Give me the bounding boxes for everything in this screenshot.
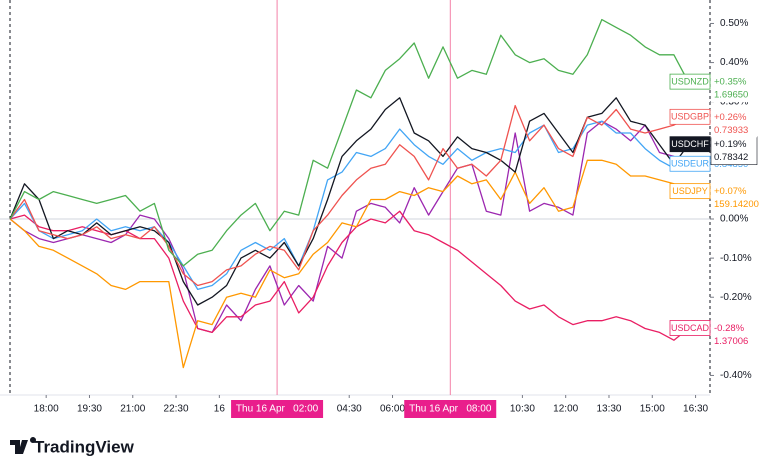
y-tick-label: -0.40% — [720, 370, 752, 381]
tag-change: -0.28% — [714, 323, 745, 334]
tag-name-box — [669, 320, 711, 336]
x-tick-label: 21:00 — [120, 404, 145, 415]
logo-icon — [10, 437, 36, 454]
tag-name: USDGBP — [671, 112, 709, 122]
x-tick-label: 12:00 — [553, 404, 578, 415]
tag-name-box — [669, 108, 711, 125]
tag-change: +0.26% — [714, 112, 747, 123]
tag-value-box — [711, 109, 757, 138]
tag-change: +0.35% — [714, 77, 747, 88]
tag-name: USDCHF — [671, 139, 709, 149]
tag-price: 159.14200 — [714, 199, 759, 210]
y-tick-label: -0.20% — [720, 292, 752, 303]
tag-price: 1.37006 — [714, 336, 748, 347]
y-tick-label: 0.50% — [720, 18, 748, 29]
tag-price: 1.69650 — [714, 90, 748, 101]
x-tick-label: 18:00 — [34, 404, 59, 415]
x-tick-label: 10:30 — [510, 404, 535, 415]
x-tick-label: 06:00 — [380, 404, 405, 415]
x-tick-label: 22:30 — [164, 404, 189, 415]
series-line — [9, 97, 689, 306]
y-tick-label: -0.10% — [720, 253, 752, 264]
series-line — [9, 120, 689, 291]
tag-name-box — [669, 73, 711, 90]
x-tick-label: 13:30 — [596, 404, 621, 415]
tag-name-box — [669, 155, 711, 172]
marker-label-box — [231, 400, 324, 418]
tag-change: +0.07% — [714, 186, 747, 197]
tag-value-box — [711, 74, 757, 103]
x-tick-label: 15:00 — [640, 404, 665, 415]
tag-name-box — [669, 183, 711, 200]
tag-name: USDNZD — [671, 77, 709, 87]
marker-label-box — [404, 400, 497, 418]
series-line — [9, 18, 689, 267]
x-tick-label: 16:30 — [683, 404, 708, 415]
y-tick-label: 0.40% — [720, 57, 748, 68]
tag-value-box — [711, 320, 757, 349]
series-tag: USDCAD -0.28% 1.37006 — [669, 320, 757, 349]
marker-label: Thu 16 Apr 02:00 — [236, 404, 319, 415]
tag-value-box — [711, 183, 757, 212]
tag-change: +0.19% — [714, 139, 747, 150]
series-tag: USDGBP +0.26% 0.73933 — [669, 108, 757, 138]
y-tick-label: 0.00% — [720, 214, 748, 225]
series-tag: USDNZD +0.35% 1.69650 — [669, 73, 757, 103]
series-line — [9, 159, 689, 369]
tag-price: 0.78342 — [714, 152, 748, 163]
tag-value-box — [710, 136, 758, 166]
tag-price: 0.73933 — [714, 125, 748, 136]
series-tag: USDJPY +0.07% 159.14200 — [669, 183, 759, 212]
tag-name: USDCAD — [671, 323, 710, 333]
series-tag: USDCHF +0.19% 0.78342 — [669, 136, 758, 166]
brand-name: TradingView — [34, 437, 135, 456]
x-tick-label: 16 — [214, 404, 226, 415]
x-tick-label: 04:30 — [337, 404, 362, 415]
marker-label: Thu 16 Apr 08:00 — [409, 404, 492, 415]
tag-name-box — [669, 136, 711, 153]
tag-name: USDEUR — [671, 159, 710, 169]
series-line — [9, 104, 689, 287]
tag-name: USDJPY — [672, 186, 708, 196]
brand-logo: TradingView — [10, 437, 135, 456]
x-tick-label: 19:30 — [77, 404, 102, 415]
